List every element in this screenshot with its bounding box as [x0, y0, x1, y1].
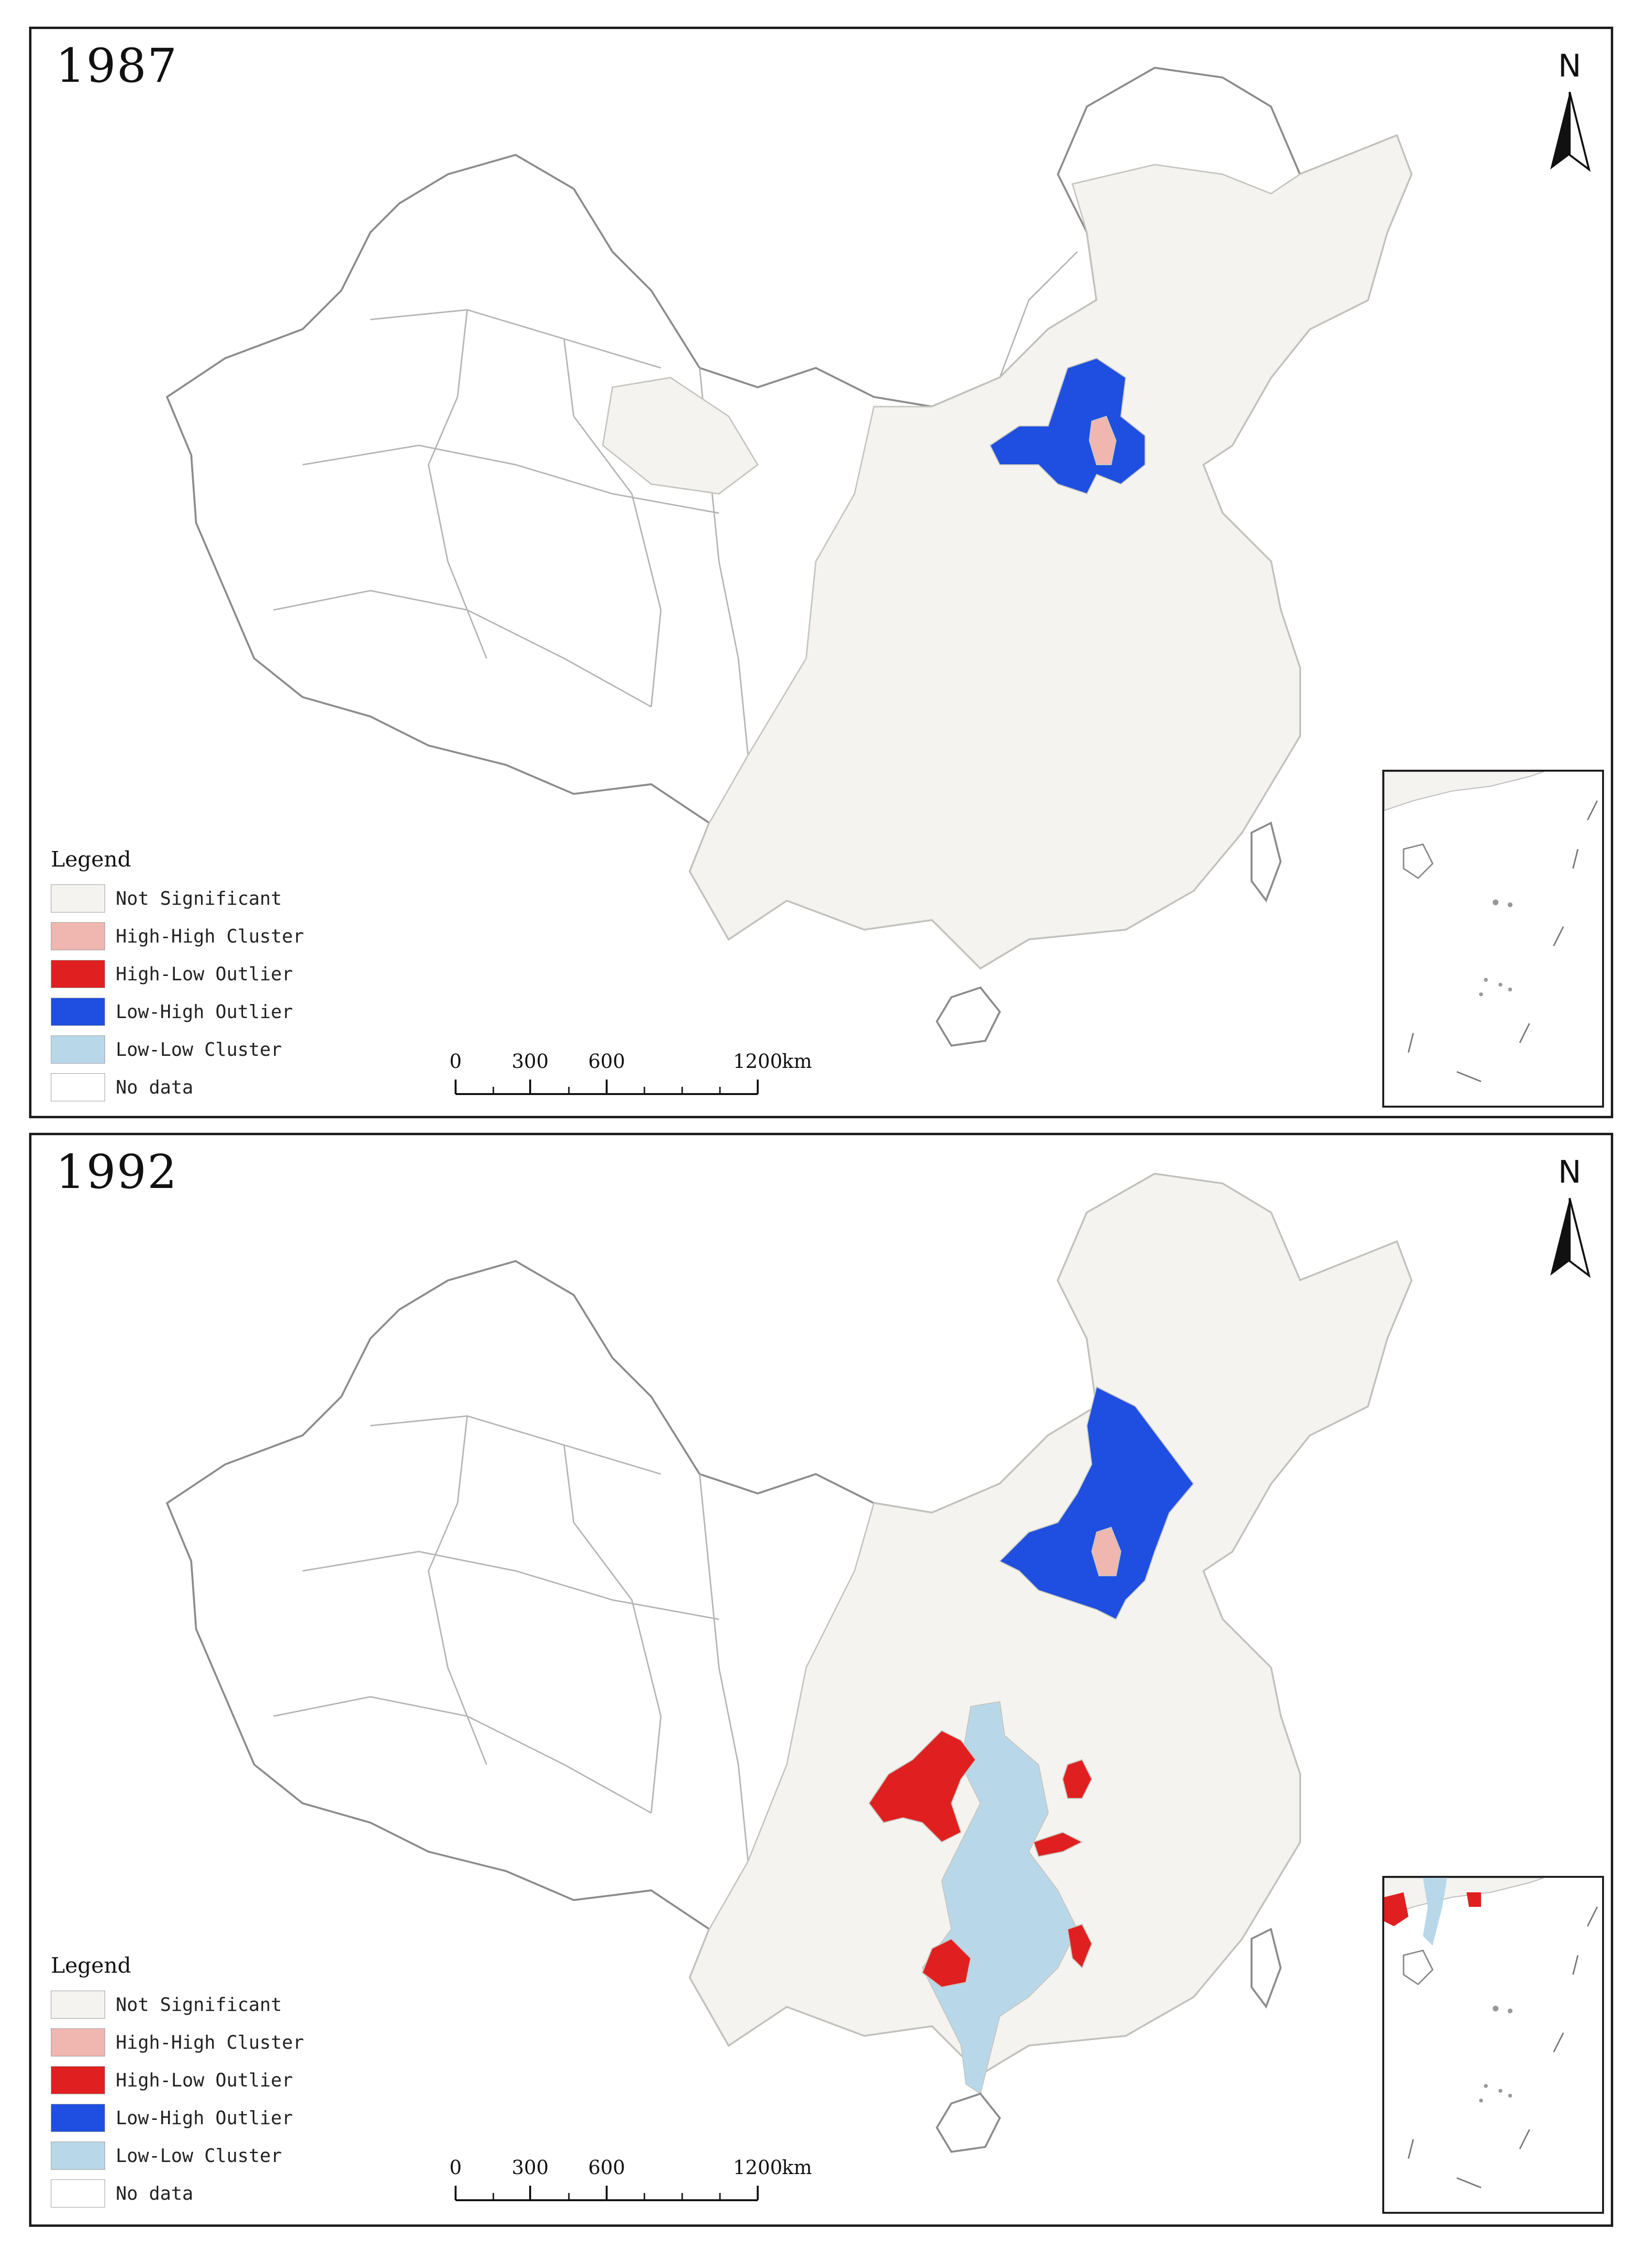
- region-not-significant: [689, 1173, 1412, 2075]
- legend-swatch: [51, 922, 105, 950]
- scale-tick-label: 600: [588, 1050, 626, 1073]
- legend-item: Low-High Outlier: [51, 2099, 390, 2137]
- taiwan-island: [1251, 822, 1282, 903]
- region-high-high-cluster: [1088, 415, 1117, 465]
- legend-swatch: [51, 998, 105, 1026]
- region-high-low-outlier: [1062, 1759, 1093, 1799]
- legend-item: Not Significant: [51, 1986, 390, 2024]
- north-label: N: [1558, 1155, 1581, 1190]
- legend-swatch: [51, 2066, 105, 2094]
- region-high-low-outlier: [921, 1938, 972, 1988]
- legend-swatch: [51, 2179, 105, 2207]
- region-not-significant: [602, 377, 759, 495]
- legend-item: No data: [51, 1068, 390, 1106]
- legend-swatch: [51, 2142, 105, 2170]
- legend-swatch: [51, 960, 105, 988]
- legend-label: High-Low Outlier: [116, 2070, 293, 2091]
- legend-label: High-High Cluster: [116, 926, 304, 947]
- taiwan-island: [1251, 1928, 1282, 2009]
- south-china-sea-inset: [1382, 1876, 1604, 2214]
- legend: Legend Not Significant High-High Cluster…: [51, 847, 390, 1106]
- inset-map: [1384, 1877, 1598, 2189]
- legend-item: Low-Low Cluster: [51, 2137, 390, 2175]
- year-label: 1992: [56, 1145, 178, 1199]
- legend-label: Low-Low Cluster: [116, 2145, 282, 2166]
- scale-ruler: [455, 2186, 759, 2201]
- legend-item: High-Low Outlier: [51, 2061, 390, 2099]
- legend-label: No data: [116, 2183, 194, 2204]
- scale-ruler: [455, 1080, 759, 1095]
- scale-tick-label: 0: [449, 2157, 462, 2179]
- scale-tick-label: 300: [511, 2157, 549, 2179]
- china-map: [166, 1172, 1413, 2153]
- inset-map: [1384, 771, 1598, 1082]
- legend-label: Not Significant: [116, 1994, 282, 2015]
- legend-item: Not Significant: [51, 880, 390, 917]
- south-china-sea-inset: [1382, 770, 1604, 1108]
- legend-swatch: [51, 884, 105, 913]
- legend-label: Low-High Outlier: [116, 2107, 293, 2129]
- scale-unit: km: [782, 2157, 812, 2179]
- province-boundaries: [273, 251, 1078, 756]
- legend-swatch: [51, 1035, 105, 1064]
- legend-item: Low-High Outlier: [51, 993, 390, 1031]
- scale-tick-label: 1200: [733, 2157, 782, 2179]
- region-low-high-outlier: [999, 1386, 1194, 1620]
- scale-bar: 0 300 600 1200 km: [449, 2157, 812, 2210]
- province-boundaries: [273, 1415, 749, 1862]
- legend-label: High-High Cluster: [116, 2032, 304, 2053]
- year-label: 1987: [56, 39, 178, 93]
- legend: Legend Not Significant High-High Cluster…: [51, 1953, 390, 2212]
- scale-tick-label: 0: [449, 1050, 462, 1073]
- scale-tick-label: 300: [511, 1050, 549, 1073]
- map-panel-1987: 1987 N Legend: [29, 27, 1613, 1118]
- legend-swatch: [51, 2104, 105, 2132]
- north-label: N: [1558, 48, 1581, 84]
- map-panel-1992: 1992 N Legend: [29, 1133, 1613, 2227]
- legend-label: High-Low Outlier: [116, 963, 293, 985]
- scale-bar: 0 300 600 1200 km: [449, 1050, 812, 1104]
- legend-label: Low-Low Cluster: [116, 1039, 282, 1060]
- region-not-significant: [689, 135, 1412, 969]
- legend-item: High-Low Outlier: [51, 955, 390, 993]
- china-map: [166, 66, 1413, 1047]
- legend-swatch: [51, 1073, 105, 1101]
- legend-swatch: [51, 2028, 105, 2056]
- legend-label: Low-High Outlier: [116, 1001, 293, 1022]
- region-high-low-outlier: [1033, 1831, 1084, 1857]
- region-high-low-outlier: [1067, 1923, 1093, 1969]
- legend-title: Legend: [51, 847, 131, 872]
- region-high-low-outlier: [868, 1730, 977, 1843]
- legend-item: High-High Cluster: [51, 2024, 390, 2061]
- hainan-island: [935, 986, 1001, 1047]
- legend-item: Low-Low Cluster: [51, 1031, 390, 1068]
- north-arrow: N: [1543, 1155, 1596, 1280]
- north-arrow-icon: [1550, 91, 1591, 172]
- north-arrow-icon: [1550, 1198, 1591, 1278]
- legend-title: Legend: [51, 1953, 131, 1978]
- scale-tick-label: 600: [588, 2157, 626, 2179]
- north-arrow: N: [1543, 48, 1596, 174]
- legend-label: No data: [116, 1077, 194, 1098]
- scale-unit: km: [782, 1050, 812, 1073]
- region-low-low-cluster: [921, 1701, 1078, 2095]
- legend-item: No data: [51, 2175, 390, 2212]
- hainan-island: [935, 2092, 1001, 2153]
- legend-swatch: [51, 1991, 105, 2019]
- legend-label: Not Significant: [116, 888, 282, 909]
- legend-item: High-High Cluster: [51, 917, 390, 955]
- scale-tick-label: 1200: [733, 1050, 782, 1073]
- region-high-high-cluster: [1091, 1526, 1122, 1576]
